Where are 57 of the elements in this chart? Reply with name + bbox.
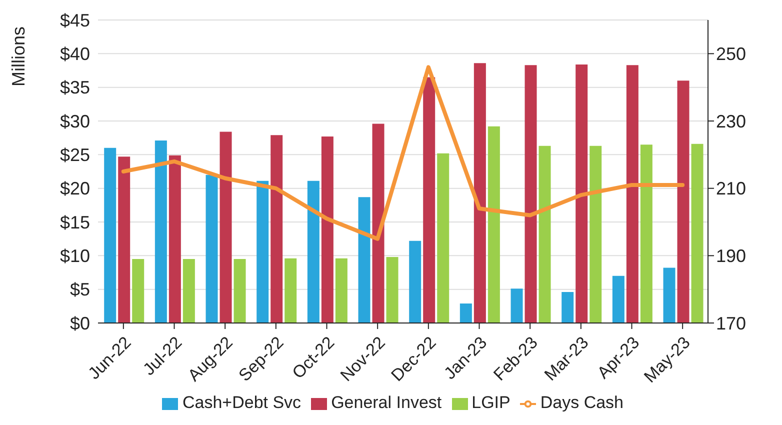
bar xyxy=(206,174,218,323)
bar xyxy=(590,146,602,323)
bar xyxy=(386,257,398,323)
y-tick-label: $20 xyxy=(60,178,90,199)
bar xyxy=(104,148,116,323)
bar xyxy=(626,65,638,323)
bar xyxy=(474,63,486,323)
bar xyxy=(182,259,195,323)
y-tick-label: $10 xyxy=(60,246,90,266)
y2-tick-label: 170 xyxy=(716,313,746,334)
bar xyxy=(538,146,551,323)
bar xyxy=(576,64,588,323)
bar xyxy=(154,140,167,323)
y-tick-label: $30 xyxy=(60,111,90,132)
bar xyxy=(409,240,422,323)
bar xyxy=(168,155,181,323)
bar xyxy=(437,153,450,323)
bar xyxy=(677,80,690,323)
bar xyxy=(307,180,320,323)
bar xyxy=(358,197,370,323)
bar xyxy=(663,268,676,323)
line-series xyxy=(121,65,685,241)
legend-label: LGIP xyxy=(472,393,510,412)
bar xyxy=(335,258,348,323)
bar xyxy=(256,180,269,323)
y-tick-label: $25 xyxy=(60,145,90,166)
bar xyxy=(612,276,624,323)
y-tick-label: $45 xyxy=(60,10,90,30)
bar xyxy=(562,292,574,323)
bar xyxy=(220,132,232,323)
legend-label: Cash+Debt Svc xyxy=(182,393,302,412)
bar xyxy=(321,136,334,323)
legend-label: Days Cash xyxy=(540,393,624,412)
y2-tick-label: 190 xyxy=(716,246,746,266)
bar xyxy=(460,303,472,323)
y-axis-title: Millions xyxy=(8,26,28,86)
bar xyxy=(524,65,537,323)
y-tick-label: $35 xyxy=(60,78,90,98)
bar xyxy=(640,144,652,323)
bar xyxy=(132,259,144,323)
y-tick-label: $15 xyxy=(60,212,90,232)
bar xyxy=(691,144,704,323)
y2-tick-label: 210 xyxy=(716,178,746,199)
y-tick-label: $5 xyxy=(70,280,90,300)
bar xyxy=(270,135,283,323)
bar xyxy=(423,77,436,323)
legend-label: General Invest xyxy=(331,393,442,412)
bar xyxy=(510,288,523,323)
bar xyxy=(234,259,246,323)
y-tick-label: $40 xyxy=(60,44,90,64)
bar xyxy=(372,124,384,323)
bar xyxy=(488,126,500,323)
bar xyxy=(118,156,130,323)
y2-tick-label: 230 xyxy=(716,111,746,132)
y2-tick-label: 250 xyxy=(716,44,746,64)
y-tick-label: $0 xyxy=(70,313,90,334)
bar xyxy=(284,258,297,323)
